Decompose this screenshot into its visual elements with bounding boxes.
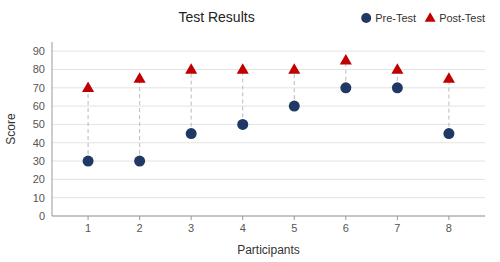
- x-tick: [88, 216, 89, 220]
- point: [237, 63, 249, 73]
- connector: [191, 69, 192, 133]
- x-tick-label: 6: [343, 222, 349, 234]
- y-axis-label: Score: [4, 113, 18, 145]
- y-tick-label: 20: [33, 173, 45, 185]
- grid-line: [52, 69, 485, 70]
- y-axis-line: [52, 42, 53, 216]
- x-tick-label: 4: [240, 222, 246, 234]
- grid: [52, 51, 485, 216]
- point: [340, 54, 352, 64]
- point: [340, 82, 351, 93]
- y-tick-label: 40: [33, 137, 45, 149]
- x-tick: [397, 216, 398, 220]
- x-tick-label: 7: [394, 222, 400, 234]
- plot-area: [82, 54, 455, 167]
- connector: [242, 69, 243, 124]
- point: [288, 63, 300, 73]
- point: [134, 72, 146, 82]
- grid-line: [52, 51, 485, 52]
- y-tick-label: 10: [33, 192, 45, 204]
- x-tick: [294, 216, 295, 220]
- y-tick-label: 50: [33, 118, 45, 130]
- x-tick-label: 8: [446, 222, 452, 234]
- x-tick: [191, 216, 192, 220]
- x-tick: [345, 216, 346, 220]
- grid-line: [52, 161, 485, 162]
- legend-label: Post-Test: [439, 12, 485, 24]
- y-tick-label: 80: [33, 63, 45, 75]
- y-tick-label: 0: [39, 210, 45, 222]
- y-tick-label: 30: [33, 155, 45, 167]
- point: [237, 119, 248, 130]
- x-tick-label: 2: [137, 222, 143, 234]
- grid-line: [52, 216, 485, 217]
- x-tick: [448, 216, 449, 220]
- grid-line: [52, 87, 485, 88]
- x-tick: [139, 216, 140, 220]
- y-tick-label: 90: [33, 45, 45, 57]
- point: [82, 82, 94, 92]
- x-axis-line: [52, 216, 485, 217]
- y-tick-label: 60: [33, 100, 45, 112]
- y-tick-label: 70: [33, 82, 45, 94]
- grid-line: [52, 179, 485, 180]
- point: [289, 101, 300, 112]
- grid-line: [52, 142, 485, 143]
- legend-item: Pre-Test: [361, 12, 416, 24]
- connector: [139, 79, 140, 161]
- x-tick-label: 1: [85, 222, 91, 234]
- point: [392, 82, 403, 93]
- chart: 0 10 20 30 40 50 60 70 80 90 1 2 3 4 5 6 7 8 Participants S…: [0, 0, 500, 262]
- point: [134, 156, 145, 167]
- grid-line: [52, 197, 485, 198]
- legend-label: Pre-Test: [375, 12, 416, 24]
- grid-line: [52, 106, 485, 107]
- legend-item: Post-Test: [425, 12, 485, 24]
- legend: Pre-Test Post-Test: [361, 12, 485, 24]
- connector: [448, 79, 449, 134]
- x-axis-label: Participants: [237, 243, 300, 257]
- point: [186, 128, 197, 139]
- grid-line: [52, 124, 485, 125]
- x-tick: [242, 216, 243, 220]
- point: [83, 156, 94, 167]
- point: [185, 63, 197, 73]
- point: [443, 72, 455, 82]
- x-tick-label: 3: [188, 222, 194, 234]
- point: [443, 128, 454, 139]
- connector: [88, 88, 89, 161]
- legend-marker: [425, 12, 436, 22]
- title: Test Results: [178, 9, 254, 25]
- legend-marker: [361, 13, 371, 23]
- x-tick-label: 5: [291, 222, 297, 234]
- point: [391, 63, 403, 73]
